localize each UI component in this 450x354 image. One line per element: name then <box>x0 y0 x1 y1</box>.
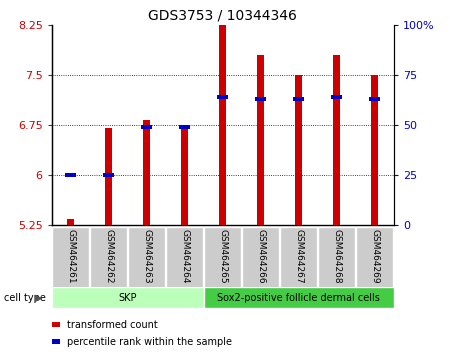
Text: GSM464264: GSM464264 <box>180 229 189 284</box>
Bar <box>181 128 188 225</box>
Text: percentile rank within the sample: percentile rank within the sample <box>67 337 232 347</box>
Bar <box>356 227 393 289</box>
Bar <box>219 18 226 225</box>
Text: GSM464266: GSM464266 <box>256 229 265 284</box>
Text: Sox2-positive follicle dermal cells: Sox2-positive follicle dermal cells <box>217 293 380 303</box>
Bar <box>371 75 378 225</box>
Bar <box>217 95 228 99</box>
Bar <box>128 227 165 289</box>
Text: GSM464262: GSM464262 <box>104 229 113 284</box>
Bar <box>333 55 340 225</box>
Bar <box>295 75 302 225</box>
Text: SKP: SKP <box>118 293 137 303</box>
Text: GSM464261: GSM464261 <box>66 229 75 284</box>
Bar <box>369 97 380 101</box>
Text: GSM464265: GSM464265 <box>218 229 227 284</box>
Bar <box>68 219 74 225</box>
Title: GDS3753 / 10344346: GDS3753 / 10344346 <box>148 8 297 22</box>
Text: cell type: cell type <box>4 293 46 303</box>
Bar <box>332 95 342 99</box>
Bar <box>105 128 112 225</box>
Bar <box>256 97 266 101</box>
Bar <box>242 227 279 289</box>
Bar <box>204 227 241 289</box>
Bar <box>318 227 355 289</box>
Bar <box>204 287 394 308</box>
Text: GSM464268: GSM464268 <box>332 229 341 284</box>
Text: ▶: ▶ <box>35 293 42 303</box>
Bar <box>52 287 204 308</box>
Text: GSM464263: GSM464263 <box>142 229 151 284</box>
Bar <box>166 227 203 289</box>
Text: GSM464269: GSM464269 <box>370 229 379 284</box>
Bar <box>141 125 152 129</box>
Bar <box>144 120 150 225</box>
Bar <box>104 173 114 177</box>
Text: GSM464267: GSM464267 <box>294 229 303 284</box>
Text: transformed count: transformed count <box>67 320 158 330</box>
Bar <box>293 97 304 101</box>
Bar <box>180 125 190 129</box>
Bar <box>90 227 127 289</box>
Bar <box>65 173 76 177</box>
Bar <box>257 55 264 225</box>
Bar <box>52 227 89 289</box>
Bar <box>280 227 317 289</box>
